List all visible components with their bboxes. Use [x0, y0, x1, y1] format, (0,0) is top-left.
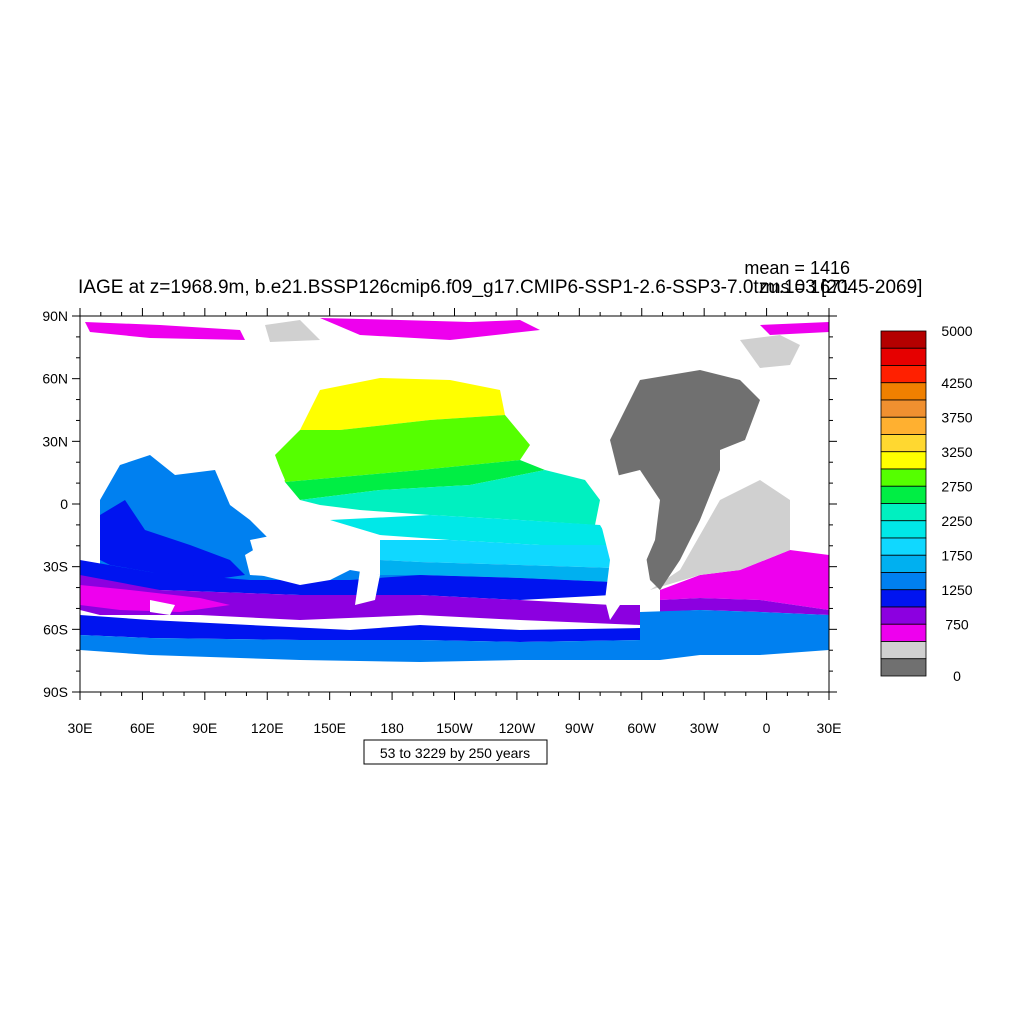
colorbar-label: 1750 — [941, 547, 972, 563]
lon-label: 60E — [130, 720, 155, 736]
land-antarctic-islands — [150, 600, 175, 615]
colorbar-box — [880, 589, 927, 608]
lon-label: 180 — [380, 720, 404, 736]
land-australia — [250, 530, 345, 585]
colorbar-label: 5000 — [941, 323, 972, 339]
colorbar-box — [880, 641, 927, 660]
colorbar-box — [880, 537, 927, 556]
lat-label: 60S — [43, 621, 68, 637]
arctic-magenta-3 — [760, 322, 829, 335]
lat-label: 30N — [42, 433, 68, 449]
lon-label: 60W — [627, 720, 657, 736]
lon-label: 30E — [817, 720, 842, 736]
band-2250 — [300, 470, 600, 525]
indian-deep — [100, 500, 245, 580]
lat-label: 90N — [42, 308, 68, 324]
arctic-grey — [265, 320, 320, 342]
colorbar-label: 3250 — [941, 444, 972, 460]
ocean-age-field — [80, 318, 829, 662]
colorbar-label: 750 — [945, 616, 969, 632]
atlantic-tropical — [650, 480, 790, 590]
colorbar-box — [880, 416, 927, 435]
lon-label: 90E — [192, 720, 217, 736]
rms-stat: rms = 1671 — [759, 277, 850, 297]
band-3250 — [300, 378, 505, 430]
colorbar: 5000 4250 3750 3250 2750 2250 1750 1250 750 0 — [880, 323, 973, 684]
colorbar-box — [880, 572, 927, 591]
lon-label: 120W — [499, 720, 536, 736]
colorbar-label: 2250 — [941, 513, 972, 529]
lat-label: 0 — [60, 496, 68, 512]
lat-label: 90S — [43, 684, 68, 700]
colorbar-box — [880, 658, 927, 677]
arctic-grey-2 — [740, 335, 800, 368]
colorbar-box — [880, 503, 927, 522]
land-south-america — [600, 470, 660, 620]
contour-info-text: 53 to 3229 by 250 years — [380, 745, 530, 761]
lat-label: 30S — [43, 559, 68, 575]
mean-stat: mean = 1416 — [744, 258, 850, 278]
band-1500 — [380, 560, 615, 582]
lon-label: 120E — [251, 720, 284, 736]
lon-label: 90W — [565, 720, 595, 736]
lon-label: 0 — [763, 720, 771, 736]
lon-label: 30E — [68, 720, 93, 736]
colorbar-label: 2750 — [941, 478, 972, 494]
band-1500-southern — [80, 635, 660, 662]
colorbar-box — [880, 382, 927, 401]
band-750-south — [80, 585, 230, 612]
colorbar-box — [880, 451, 927, 470]
colorbar-box — [880, 399, 927, 418]
colorbar-box — [880, 485, 927, 504]
colorbar-box — [880, 434, 927, 453]
lon-label: 150E — [313, 720, 346, 736]
colorbar-label: 0 — [953, 668, 961, 684]
colorbar-box — [880, 365, 927, 384]
band-2000 — [330, 515, 612, 545]
band-1250-deep — [80, 615, 640, 642]
longitude-axis: 30E 60E 90E 120E 150E 180 150W 120W 90W 60W 30W 0 30… — [68, 308, 842, 736]
colorbar-box — [880, 554, 927, 573]
colorbar-box — [880, 468, 927, 487]
arctic-magenta-1 — [85, 322, 245, 340]
colorbar-box — [880, 623, 927, 642]
lon-label: 30W — [690, 720, 720, 736]
contour-info-box: 53 to 3229 by 250 years — [363, 739, 548, 765]
colorbar-box — [880, 520, 927, 539]
colorbar-label: 3750 — [941, 409, 972, 425]
colorbar-box — [880, 347, 927, 366]
band-1750 — [380, 540, 615, 568]
colorbar-label: 4250 — [941, 375, 972, 391]
lat-label: 60N — [42, 371, 68, 387]
latitude-axis: 90N 60N 30N 0 30S 60S 90S — [42, 308, 837, 700]
arctic-magenta-2 — [320, 318, 540, 340]
south-atlantic-blue — [640, 610, 829, 660]
colorbar-label: 1250 — [941, 582, 972, 598]
lon-label: 150W — [436, 720, 473, 736]
land-nz — [355, 570, 380, 605]
south-atlantic-purple — [660, 598, 829, 615]
land-asia-edge — [240, 445, 285, 500]
south-atlantic-magenta — [660, 550, 829, 610]
band-2500 — [285, 460, 545, 500]
band-2750 — [275, 415, 530, 482]
band-1250-south — [80, 560, 612, 600]
colorbar-box — [880, 606, 927, 625]
colorbar-box — [880, 330, 927, 349]
plot-title: IAGE at z=1968.9m, b.e21.BSSP126cmip6.f0… — [78, 277, 922, 298]
